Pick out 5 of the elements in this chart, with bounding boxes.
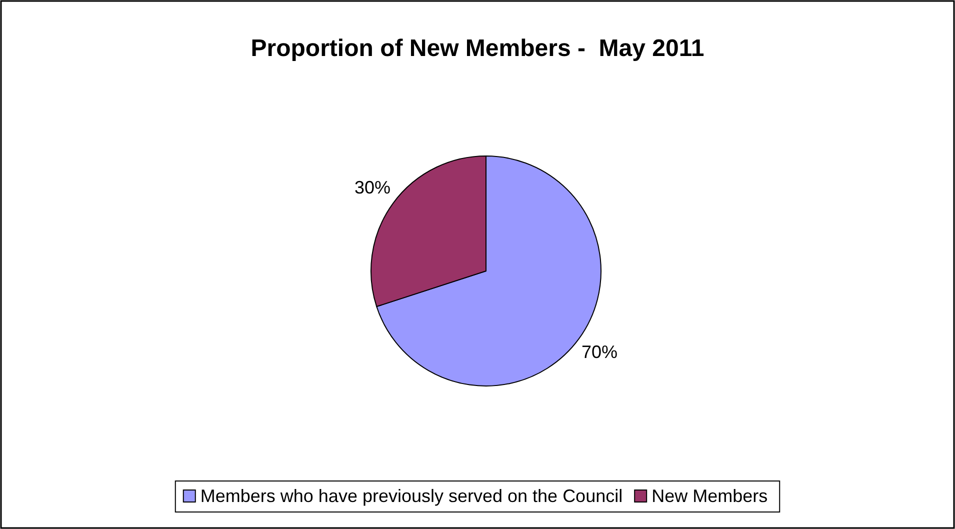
chart-title: Proportion of New Members - May 2011	[250, 35, 704, 62]
data-label: 70%	[581, 342, 618, 362]
legend-label: Members who have previously served on the Council	[200, 486, 623, 506]
data-label: 30%	[354, 177, 391, 198]
legend-label: New Members	[652, 486, 768, 506]
